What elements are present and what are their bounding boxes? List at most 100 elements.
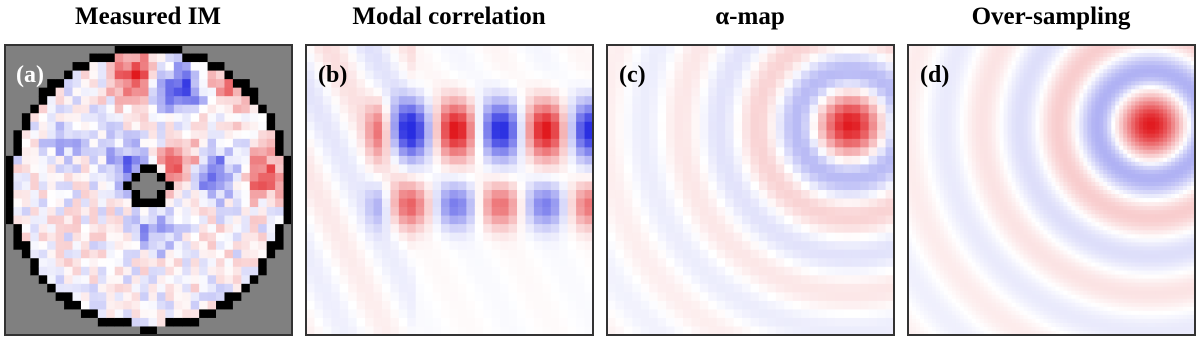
pixel [928,57,932,61]
pixel [843,207,852,216]
pixel [960,279,964,283]
pixel [348,207,357,216]
pixel [233,275,242,284]
pixel [916,267,920,271]
pixel [399,241,408,250]
pixel [683,79,692,88]
pixel [843,96,852,105]
pixel [976,142,980,146]
pixel [725,233,734,242]
pixel [912,242,916,246]
pixel [224,130,233,139]
pixel [932,109,936,113]
pixel [241,267,250,276]
pixel [534,164,543,173]
pixel [624,241,633,250]
pixel [191,233,200,242]
pixel [199,164,208,173]
pixel [826,122,835,131]
pixel [751,258,760,267]
pixel [56,113,65,122]
pixel [132,318,141,327]
pixel [960,85,964,89]
pixel [700,130,709,139]
pixel [960,178,964,182]
pixel [22,181,31,190]
pixel [956,283,960,287]
pixel [683,224,692,233]
pixel [525,224,534,233]
pixel [666,147,675,156]
pixel [165,173,174,182]
pixel [818,156,827,165]
pixel [233,233,242,242]
pixel [940,146,944,150]
pixel [641,105,650,114]
pixel [140,181,149,190]
pixel [932,202,936,206]
pixel [980,158,984,162]
pixel [208,96,217,105]
pixel [818,105,827,114]
pixel [976,130,980,134]
pixel [216,275,225,284]
pixel [964,69,968,73]
pixel [615,122,624,131]
pixel [22,122,31,131]
pixel [140,309,149,318]
pixel [314,88,323,97]
pixel [450,301,459,310]
pixel [708,79,717,88]
pixel [932,170,936,174]
pixel [964,279,968,283]
pixel [407,301,416,310]
pixel [47,62,56,71]
pixel [683,199,692,208]
pixel [132,284,141,293]
pixel [952,194,956,198]
pixel [641,241,650,250]
pixel [641,122,650,131]
pixel [717,207,726,216]
pixel [916,303,920,307]
pixel [64,45,73,54]
pixel [534,318,543,327]
pixel [140,301,149,310]
pixel [165,250,174,259]
pixel [852,79,861,88]
pixel [365,301,374,310]
pixel [675,258,684,267]
pixel [390,122,399,131]
pixel [517,88,526,97]
pixel [191,54,200,63]
pixel [174,105,183,114]
pixel [458,45,467,54]
pixel [331,241,340,250]
pixel [374,45,383,54]
pixel [624,113,633,122]
pixel [424,233,433,242]
pixel [912,138,916,142]
pixel [115,173,124,182]
pixel [960,226,964,230]
pixel [73,224,82,233]
pixel [675,71,684,80]
pixel [940,162,944,166]
pixel [944,254,948,258]
pixel [666,79,675,88]
pixel [615,139,624,148]
pixel [483,62,492,71]
pixel [920,238,924,242]
pixel [932,214,936,218]
pixel [818,250,827,259]
pixel [751,173,760,182]
pixel [932,315,936,319]
pixel [149,147,158,156]
pixel [275,190,284,199]
pixel [835,164,844,173]
pixel [920,134,924,138]
pixel [483,45,492,54]
pixel [357,275,366,284]
pixel [450,96,459,105]
pixel [525,309,534,318]
